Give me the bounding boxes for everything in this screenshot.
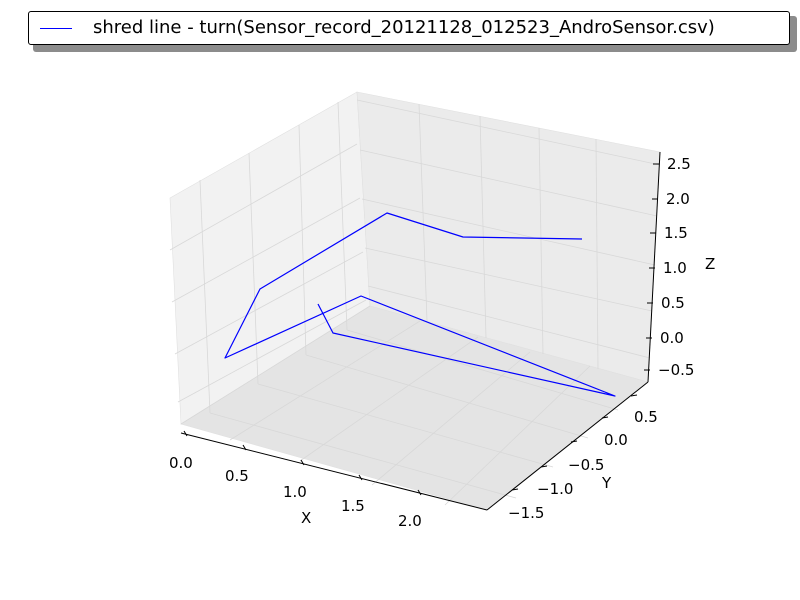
x-tick	[242, 444, 247, 451]
legend: shred line - turn(Sensor_record_20121128…	[28, 11, 790, 45]
x-axis-line	[180, 432, 488, 511]
y-tick	[511, 488, 519, 491]
grid-line	[257, 383, 554, 468]
y-tick	[570, 440, 578, 443]
grid-line	[359, 149, 658, 217]
x-tick-label: 0.0	[169, 454, 193, 472]
grid-line	[177, 299, 367, 403]
grid-line	[174, 251, 364, 355]
grid-line	[371, 351, 531, 486]
grid-line	[346, 329, 619, 411]
grid-line	[337, 101, 348, 331]
grid-line	[479, 115, 487, 339]
z-tick-label: 2.0	[666, 190, 690, 208]
axes	[180, 151, 661, 511]
y-tick-label: 0.0	[604, 431, 628, 449]
y-axis-line	[486, 381, 649, 511]
z-axis-line	[647, 151, 661, 383]
x-axis-label: X	[301, 509, 311, 527]
grid-line	[356, 99, 661, 166]
z-tick-label: 0.5	[661, 294, 685, 312]
y-tick	[540, 465, 548, 468]
grid-line	[595, 138, 599, 370]
y-tick	[630, 394, 638, 397]
grid-line	[361, 198, 656, 266]
legend-line-swatch	[40, 28, 72, 29]
grid-line	[305, 354, 589, 439]
x-tick-label: 2.0	[398, 512, 422, 530]
grid-line	[364, 247, 653, 312]
y-tick-label: 0.5	[634, 408, 658, 426]
x-tick-label: 1.0	[283, 483, 307, 501]
z-tick-label: 2.5	[667, 155, 691, 173]
y-tick-label: −1.0	[537, 480, 573, 498]
z-tick-label: −0.5	[658, 361, 694, 379]
grid-line	[171, 197, 361, 303]
y-tick-label: −0.5	[568, 456, 604, 474]
z-tick-label: 1.5	[664, 224, 688, 242]
z-tick-label: 0.0	[660, 329, 684, 347]
grid-line	[199, 179, 211, 414]
grid-line	[538, 127, 544, 355]
z-axis-label: Z	[705, 255, 715, 273]
grid-line	[229, 320, 421, 441]
grid-line	[248, 152, 259, 385]
x-tick	[300, 459, 305, 466]
legend-label: shred line - turn(Sensor_record_20121128…	[93, 17, 715, 38]
x-tick	[183, 430, 188, 437]
x-tick-label: 0.5	[225, 467, 249, 485]
z-tick-label: 1.0	[663, 259, 687, 277]
y-tick-label: −1.5	[508, 504, 544, 522]
data-series	[224, 212, 616, 397]
tick-labels: 0.00.51.01.52.0 −1.5−1.0−0.50.00.5−0.50.0…	[169, 155, 694, 530]
grid-line	[299, 336, 479, 462]
grid-lines	[169, 99, 661, 506]
grid-line	[209, 412, 517, 499]
x-tick-label: 1.5	[341, 497, 365, 515]
grid-line	[298, 124, 307, 356]
y-tick	[601, 416, 609, 419]
y-axis-label: Y	[601, 474, 612, 492]
grid-line	[367, 285, 651, 359]
x-tick	[358, 474, 363, 481]
x-tick	[417, 489, 422, 496]
grid-line	[180, 305, 371, 425]
grid-line	[444, 365, 591, 506]
grid-line	[169, 143, 358, 251]
series-line	[224, 212, 616, 397]
